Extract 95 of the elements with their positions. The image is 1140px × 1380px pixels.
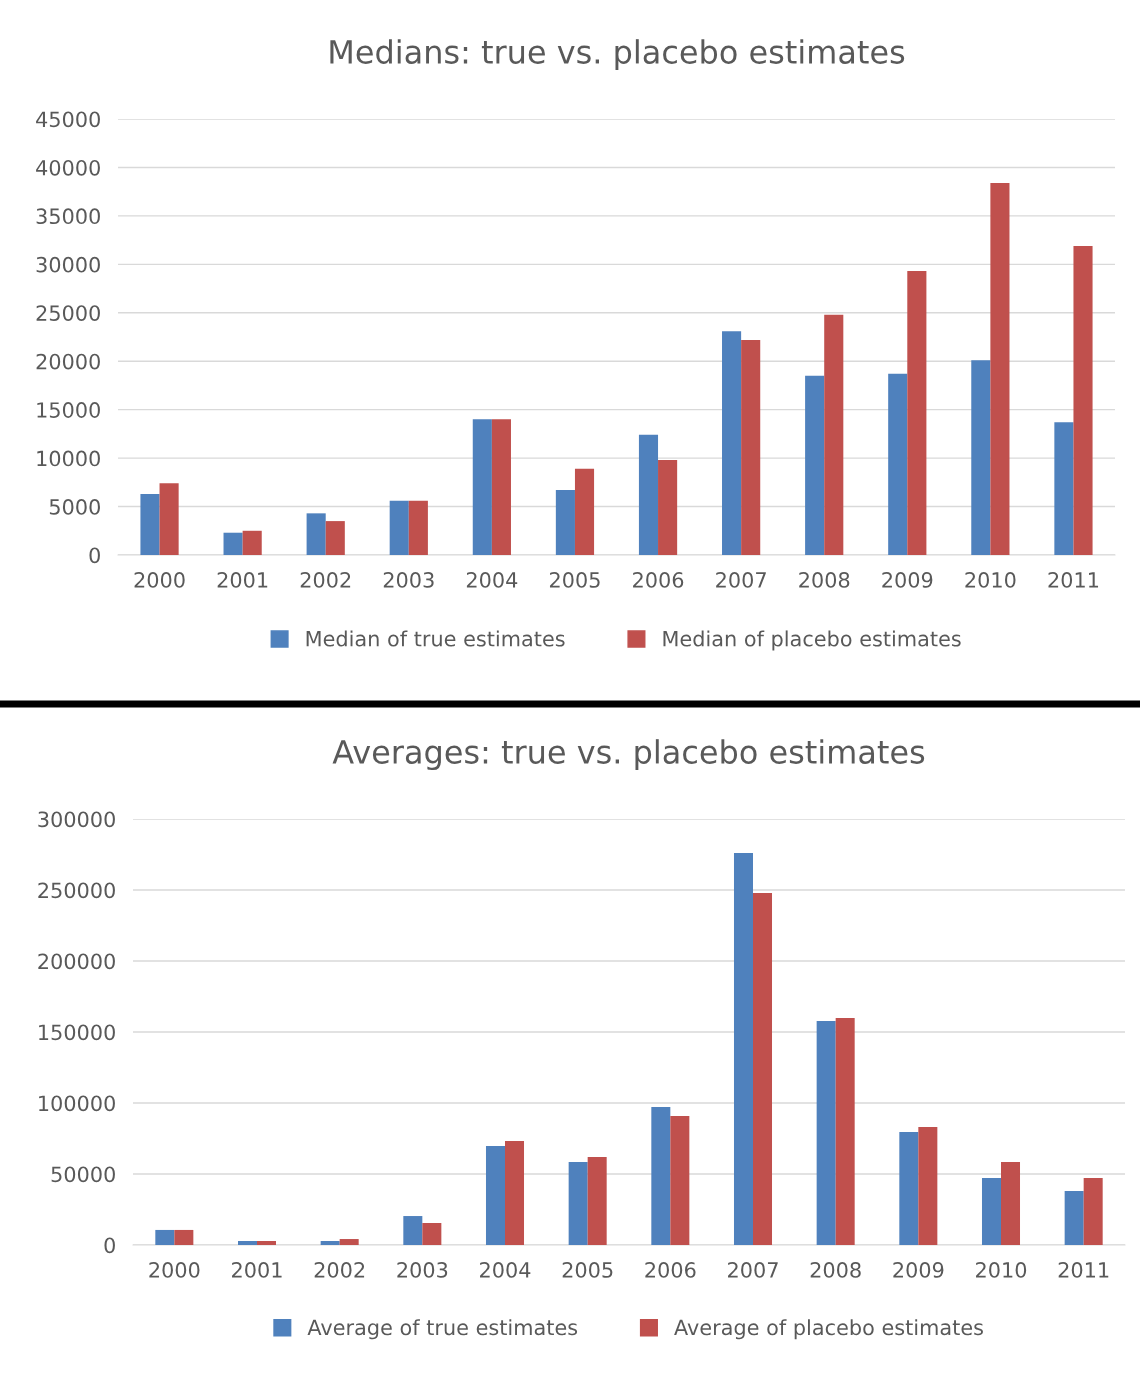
bar [491,419,511,555]
legend-label: Average of placebo estimates [674,1319,983,1340]
bar [816,1021,836,1245]
x-tick-label: 2004 [480,1262,531,1278]
bar [568,1161,588,1245]
y-tick-label: 250000 [38,882,115,899]
y-tick-label: 150000 [39,1024,115,1041]
bar [638,434,659,555]
x-tick-label: 2009 [882,572,933,588]
y-tick-label: 30000 [36,256,100,273]
bar [1064,1191,1084,1245]
x-tick-label: 2000 [134,572,185,588]
bar [1073,245,1093,555]
bar [971,360,991,555]
bar [907,271,927,555]
bar [257,1241,277,1245]
y-tick-label: 5000 [49,499,100,515]
y-tick-label: 20000 [36,353,100,370]
bar [140,493,160,555]
bar [485,1146,505,1245]
bar [835,1017,855,1245]
bar [753,892,773,1245]
x-tick-label: 2010 [976,1262,1027,1278]
bar [505,1141,525,1245]
y-tick-label: 45000 [36,111,100,128]
y-tick-label: 50000 [51,1166,115,1183]
bar [1001,1161,1021,1245]
bar [918,1127,938,1245]
y-tick-label: 100000 [39,1095,115,1112]
x-tick-label: 2005 [549,572,600,588]
bar [472,419,492,555]
x-tick-label: 2007 [716,572,766,588]
x-tick-label: 2001 [217,572,268,588]
legend-label: Median of true estimates [306,630,565,647]
x-tick-label: 2009 [893,1262,944,1278]
x-tick-label: 2003 [383,572,434,588]
x-tick-label: 2008 [799,572,850,588]
x-tick-label: 2007 [728,1262,778,1278]
bar [408,500,428,555]
bar [990,182,1010,555]
bar [805,375,825,555]
x-tick-label: 2011 [1058,1262,1109,1278]
bar [1083,1177,1103,1245]
y-tick-label: 40000 [36,159,100,176]
bar [722,331,742,555]
y-tick-label: 10000 [37,450,100,467]
legend-label: Average of true estimates [307,1319,578,1340]
bar [888,373,908,555]
bar [670,1116,690,1245]
bar [1054,422,1074,555]
y-tick-label: 35000 [36,208,100,225]
y-tick-label: 200000 [38,953,115,970]
legend-label: Median of placebo estimates [663,630,961,651]
bar [223,532,243,555]
bar [422,1222,442,1245]
x-tick-label: 2006 [633,572,684,588]
bar [325,521,345,555]
bar [981,1177,1001,1245]
bar [733,853,753,1245]
bar [658,460,678,555]
bar [306,513,326,555]
bar [237,1241,257,1245]
x-tick-label: 2001 [232,1262,282,1278]
bar [242,530,262,555]
bar [174,1229,194,1245]
bar [389,500,409,555]
bar [555,490,575,555]
y-tick-label: 0 [104,1237,115,1254]
y-tick-label: 300000 [38,811,115,828]
bar [574,468,595,555]
bar [899,1131,919,1245]
bar [155,1229,175,1245]
bar [824,314,844,555]
x-tick-label: 2004 [466,572,518,588]
bar [339,1239,359,1245]
y-tick-label: 0 [89,547,100,564]
chart-title: Medians: true vs. placebo estimates [330,39,905,71]
bar [159,483,179,555]
bar [651,1106,671,1245]
x-tick-label: 2011 [1048,572,1099,588]
y-tick-label: 15000 [37,402,100,418]
bar [741,339,761,555]
chart-title: Averages: true vs. placebo estimates [332,739,925,771]
x-tick-label: 2000 [149,1262,200,1278]
x-tick-label: 2010 [965,572,1016,588]
y-tick-label: 25000 [36,305,100,321]
bar [403,1216,423,1245]
x-tick-label: 2003 [397,1262,448,1278]
bar [587,1156,607,1245]
bar [320,1241,340,1245]
x-tick-label: 2002 [300,572,351,588]
x-tick-label: 2002 [314,1262,365,1278]
x-tick-label: 2006 [645,1262,696,1278]
x-tick-label: 2005 [562,1262,613,1278]
x-tick-label: 2008 [810,1262,861,1278]
